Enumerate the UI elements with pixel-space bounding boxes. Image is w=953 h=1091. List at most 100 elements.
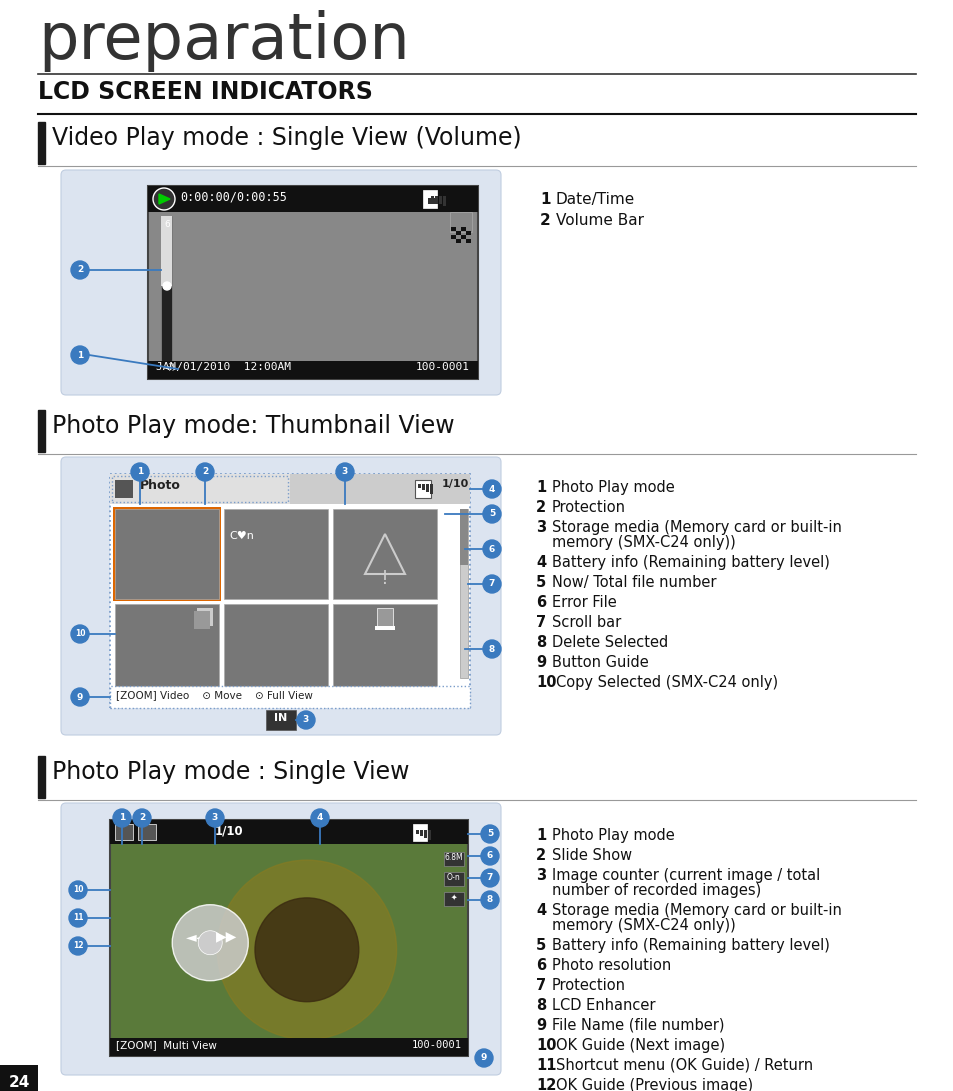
Bar (443, 892, 463, 906)
Text: 1: 1 (119, 814, 125, 823)
Text: 10: 10 (74, 630, 85, 638)
Text: memory (SMX-C24 only)): memory (SMX-C24 only)) (552, 918, 735, 933)
Circle shape (198, 931, 222, 955)
Text: 0:00:00/0:00:55: 0:00:00/0:00:55 (180, 190, 287, 203)
Circle shape (195, 463, 213, 481)
Text: ▶▶: ▶▶ (215, 930, 236, 944)
Circle shape (71, 688, 89, 706)
Text: 10: 10 (72, 886, 83, 895)
Text: Photo Play mode: Photo Play mode (552, 480, 674, 495)
Text: 9: 9 (77, 693, 83, 702)
Bar (161, 216, 172, 286)
Circle shape (482, 640, 500, 658)
Text: Video Play mode : Single View (Volume): Video Play mode : Single View (Volume) (52, 125, 521, 149)
Bar (419, 830, 422, 836)
Text: 8: 8 (486, 896, 493, 904)
Bar (112, 476, 288, 502)
Text: 6: 6 (536, 595, 545, 610)
Text: 6: 6 (536, 958, 545, 973)
Circle shape (69, 937, 87, 955)
Bar (148, 185, 477, 379)
Text: ◄◄: ◄◄ (186, 930, 207, 944)
Text: 9: 9 (480, 1054, 487, 1063)
Text: 5: 5 (536, 938, 546, 954)
Text: 1/10: 1/10 (214, 824, 243, 837)
Text: number of recorded images): number of recorded images) (552, 883, 760, 898)
Text: 8: 8 (536, 998, 546, 1014)
Text: Error File: Error File (552, 595, 616, 610)
Circle shape (152, 188, 174, 209)
Text: [ZOOM]  Multi View: [ZOOM] Multi View (116, 1040, 216, 1050)
Circle shape (482, 540, 500, 558)
Bar (456, 231, 460, 235)
Text: 1: 1 (536, 828, 546, 843)
Text: Date/Time: Date/Time (556, 192, 635, 207)
Bar (459, 509, 468, 678)
Bar (465, 231, 471, 235)
Circle shape (163, 281, 171, 290)
Text: preparation: preparation (38, 10, 410, 72)
Bar (417, 484, 420, 488)
Text: 4: 4 (316, 814, 323, 823)
Text: IN: IN (274, 714, 287, 723)
Circle shape (71, 625, 89, 643)
Bar (115, 824, 132, 840)
Text: 10: 10 (536, 1038, 556, 1053)
Text: 3: 3 (536, 868, 545, 883)
Text: 2: 2 (139, 814, 145, 823)
Bar (443, 872, 463, 886)
Bar (110, 686, 470, 708)
Text: 7: 7 (486, 874, 493, 883)
Bar (451, 235, 456, 239)
Text: !: ! (380, 570, 389, 588)
Text: Volume Bar: Volume Bar (556, 213, 643, 228)
Text: 7: 7 (536, 978, 545, 993)
Text: 1: 1 (136, 468, 143, 477)
Bar (266, 710, 295, 730)
Text: 6: 6 (488, 544, 495, 553)
Bar (430, 484, 433, 494)
Bar (431, 196, 434, 200)
Text: 100-0001: 100-0001 (416, 362, 470, 372)
Circle shape (311, 810, 329, 827)
Text: LCD SCREEN INDICATORS: LCD SCREEN INDICATORS (38, 80, 373, 104)
Bar (423, 830, 427, 838)
Bar (193, 611, 210, 630)
Bar (460, 235, 465, 239)
Text: 9: 9 (536, 1018, 545, 1033)
FancyBboxPatch shape (61, 170, 500, 395)
Bar (110, 473, 470, 708)
Bar (161, 216, 172, 361)
Text: Now/ Total file number: Now/ Total file number (552, 575, 716, 590)
Bar (415, 480, 431, 497)
Text: 2: 2 (77, 265, 83, 275)
Bar (460, 227, 465, 231)
Bar (115, 480, 132, 497)
Text: 8: 8 (488, 645, 495, 654)
Text: 12: 12 (536, 1078, 556, 1091)
Text: Photo Play mode : Single View: Photo Play mode : Single View (52, 760, 409, 784)
Text: 5: 5 (488, 509, 495, 518)
Bar (148, 361, 477, 379)
Text: Battery info (Remaining battery level): Battery info (Remaining battery level) (552, 555, 829, 570)
Text: ✦: ✦ (451, 894, 456, 902)
Text: 1: 1 (77, 350, 83, 360)
Text: 1: 1 (539, 192, 550, 207)
Bar (110, 820, 468, 1056)
Text: 4: 4 (488, 484, 495, 493)
Bar (421, 484, 424, 490)
Bar (428, 197, 437, 204)
Circle shape (112, 810, 131, 827)
Text: 24: 24 (9, 1075, 30, 1090)
Bar (443, 852, 463, 866)
Text: Protection: Protection (552, 978, 625, 993)
Text: 1: 1 (536, 480, 546, 495)
Text: Image counter (current image / total: Image counter (current image / total (552, 868, 820, 883)
Text: File Name (file number): File Name (file number) (552, 1018, 723, 1033)
Circle shape (206, 810, 224, 827)
Bar (416, 830, 418, 834)
Bar (428, 830, 431, 840)
Circle shape (69, 909, 87, 927)
Text: 100-0001: 100-0001 (412, 1040, 461, 1050)
Bar (456, 239, 460, 243)
